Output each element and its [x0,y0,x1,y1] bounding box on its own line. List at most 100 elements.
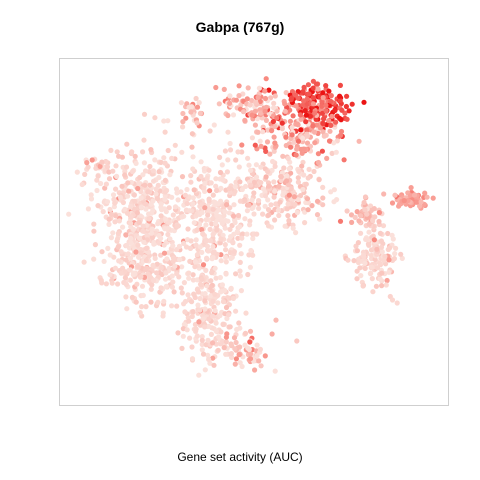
data-point [184,186,190,193]
data-point [239,186,245,193]
data-point [249,135,255,141]
data-point [169,155,175,161]
data-point [369,276,375,282]
data-point [197,295,203,302]
data-point [176,243,182,249]
data-point [346,108,352,114]
data-point [91,221,97,227]
data-point [129,294,135,300]
data-point [118,249,124,255]
data-point [337,218,344,224]
data-point [204,175,210,181]
data-point [208,331,214,337]
data-point [130,272,136,278]
data-point [285,182,292,188]
data-point [188,238,194,244]
data-point [151,277,157,284]
data-point [186,208,192,214]
data-point [235,235,241,241]
data-point [113,186,119,192]
data-point [245,345,251,351]
data-point [247,102,253,108]
data-point [278,177,284,183]
data-point [247,339,253,345]
data-point [244,231,250,237]
data-point [127,255,134,261]
data-point [236,83,242,89]
data-point [329,150,335,156]
data-point [179,214,185,220]
data-point [139,304,145,310]
data-point [237,259,243,265]
data-point [295,197,301,203]
data-point [138,213,144,219]
data-point [169,303,175,309]
data-point [248,167,254,173]
data-point [262,203,268,209]
data-point [174,271,180,277]
data-point [210,355,216,361]
data-point [272,163,278,169]
data-point [276,212,282,219]
data-point [328,93,334,99]
data-point [193,326,199,332]
data-point [226,210,232,216]
data-point [146,216,152,222]
data-point [247,328,254,334]
data-point [269,128,275,134]
data-point [326,138,333,144]
data-point [275,207,281,213]
data-point [242,198,248,204]
data-point [232,361,238,367]
data-point [364,211,370,217]
data-point [349,101,355,107]
data-point [236,320,242,326]
data-point [137,310,143,316]
data-point [394,300,400,306]
data-point [115,244,121,250]
data-point [221,345,227,351]
data-point [282,108,288,114]
data-point [136,254,142,260]
data-point [309,203,315,209]
data-point [205,337,211,343]
data-point [243,183,249,189]
data-point [298,116,304,122]
data-point [286,218,292,224]
data-point [194,120,200,126]
data-point [377,276,383,282]
data-point [214,187,220,194]
data-point [170,212,176,218]
data-point [255,94,261,100]
data-point [248,182,254,188]
data-point [217,312,223,319]
data-point [290,113,296,119]
data-point [128,235,134,242]
data-point [294,146,300,152]
data-point [108,147,114,153]
data-point [244,96,250,102]
data-point [242,117,248,123]
data-point [266,87,272,93]
data-point [190,166,196,172]
data-point [279,126,285,132]
data-point [305,82,311,88]
data-point [286,166,292,172]
data-point [120,224,126,230]
data-point [133,299,139,305]
data-point [189,313,195,320]
data-point [291,139,297,145]
data-point [314,198,321,204]
data-point [113,163,119,169]
data-point [399,255,405,261]
data-point [377,260,383,266]
data-point [181,280,187,286]
data-point [223,351,229,357]
data-point [209,221,215,227]
data-point [288,185,294,191]
data-point [296,168,302,175]
data-point [263,76,269,82]
data-point [299,150,305,156]
data-point [237,325,243,331]
data-point [251,179,257,185]
